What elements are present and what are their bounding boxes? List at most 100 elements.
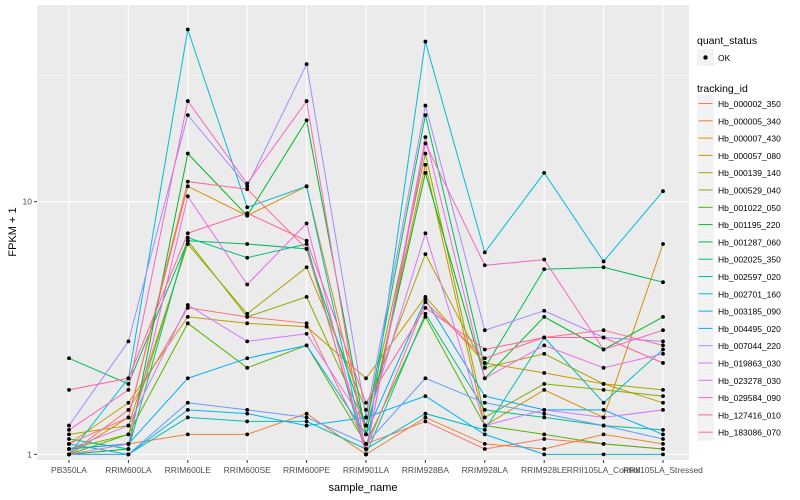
data-point bbox=[67, 423, 71, 428]
data-point bbox=[126, 382, 131, 386]
data-point bbox=[364, 432, 368, 437]
data-point bbox=[542, 407, 547, 412]
data-point bbox=[245, 311, 250, 316]
data-point bbox=[126, 432, 131, 437]
data-point bbox=[185, 113, 190, 118]
data-point bbox=[245, 419, 250, 424]
data-point bbox=[661, 242, 665, 246]
data-point bbox=[542, 351, 547, 356]
legend-label: Hb_004495_020 bbox=[718, 324, 781, 334]
data-point bbox=[601, 382, 606, 386]
y-tick-label: 1 bbox=[27, 449, 32, 459]
data-point bbox=[423, 411, 428, 416]
data-point bbox=[661, 314, 665, 319]
data-point bbox=[482, 432, 487, 437]
data-point bbox=[304, 62, 309, 67]
data-point bbox=[482, 407, 487, 412]
data-point bbox=[126, 415, 131, 420]
data-point bbox=[542, 335, 547, 340]
data-point bbox=[423, 294, 428, 299]
data-point bbox=[542, 415, 547, 420]
data-point bbox=[364, 452, 368, 457]
data-point bbox=[601, 265, 606, 270]
x-tick-label: RRIM928LA bbox=[462, 465, 509, 475]
data-point bbox=[661, 437, 665, 441]
data-point bbox=[542, 314, 547, 319]
legend-label: Hb_000005_340 bbox=[718, 116, 781, 126]
data-point bbox=[661, 280, 665, 285]
data-point bbox=[661, 189, 665, 194]
data-point bbox=[185, 27, 190, 32]
data-point bbox=[67, 387, 71, 392]
data-point bbox=[423, 376, 428, 381]
x-tick-label: RRII105LA_Stressed bbox=[623, 465, 703, 475]
data-point bbox=[482, 347, 487, 352]
data-point bbox=[185, 432, 190, 437]
legend-label: Hb_000139_140 bbox=[718, 168, 781, 178]
data-point bbox=[304, 242, 309, 246]
data-point bbox=[185, 305, 190, 310]
legend-label: Hb_002597_020 bbox=[718, 272, 781, 282]
data-point bbox=[245, 321, 250, 326]
data-point bbox=[482, 400, 487, 405]
legend: quant_status OK tracking_id Hb_000002_35… bbox=[697, 35, 781, 441]
data-point bbox=[601, 407, 606, 412]
data-point bbox=[245, 184, 250, 189]
data-point bbox=[542, 382, 547, 386]
legend-point-ok bbox=[703, 55, 708, 60]
data-point bbox=[67, 427, 71, 432]
data-point bbox=[126, 423, 131, 428]
data-point bbox=[661, 442, 665, 446]
data-point bbox=[304, 411, 309, 416]
data-point bbox=[245, 205, 250, 210]
data-point bbox=[661, 447, 665, 451]
data-point bbox=[185, 194, 190, 199]
x-tick-label: PB350LA bbox=[51, 465, 87, 475]
data-point bbox=[601, 335, 606, 340]
data-point bbox=[482, 447, 487, 451]
data-point bbox=[482, 356, 487, 361]
data-point bbox=[601, 415, 606, 420]
data-point bbox=[185, 179, 190, 184]
data-point bbox=[423, 113, 428, 118]
legend-label: Hb_002701_160 bbox=[718, 289, 781, 299]
data-point bbox=[304, 321, 309, 326]
data-point bbox=[661, 347, 665, 352]
data-point bbox=[185, 184, 190, 189]
data-point bbox=[542, 343, 547, 348]
data-point bbox=[423, 419, 428, 424]
y-axis-title: FPKM + 1 bbox=[7, 207, 19, 256]
data-point bbox=[245, 432, 250, 437]
x-tick-label: RRIM928BA bbox=[402, 465, 450, 475]
data-point bbox=[423, 103, 428, 108]
data-point bbox=[423, 394, 428, 399]
data-point bbox=[185, 400, 190, 405]
data-point bbox=[423, 39, 428, 44]
data-point bbox=[245, 181, 250, 186]
y-axis-ticks: 1 10 bbox=[23, 197, 37, 459]
legend-label: Hb_002025_350 bbox=[718, 255, 781, 265]
x-tick-label: RRIM600LE bbox=[165, 465, 212, 475]
plot-panel bbox=[37, 5, 689, 460]
data-point bbox=[542, 432, 547, 437]
legend-label: Hb_001195_220 bbox=[718, 220, 781, 230]
data-point bbox=[185, 303, 190, 307]
legend-label: Hb_127416_010 bbox=[718, 410, 781, 420]
data-point bbox=[245, 411, 250, 416]
data-point bbox=[126, 447, 131, 451]
data-point bbox=[661, 400, 665, 405]
data-point bbox=[304, 419, 309, 424]
data-point bbox=[67, 437, 71, 441]
data-point bbox=[304, 99, 309, 103]
data-point bbox=[245, 282, 250, 287]
data-point bbox=[661, 452, 665, 457]
data-point bbox=[185, 151, 190, 156]
data-point bbox=[245, 356, 250, 361]
data-point bbox=[185, 238, 190, 243]
data-point bbox=[601, 347, 606, 352]
data-point bbox=[542, 437, 547, 441]
data-point bbox=[423, 415, 428, 420]
data-point bbox=[245, 255, 250, 260]
data-point bbox=[601, 442, 606, 446]
